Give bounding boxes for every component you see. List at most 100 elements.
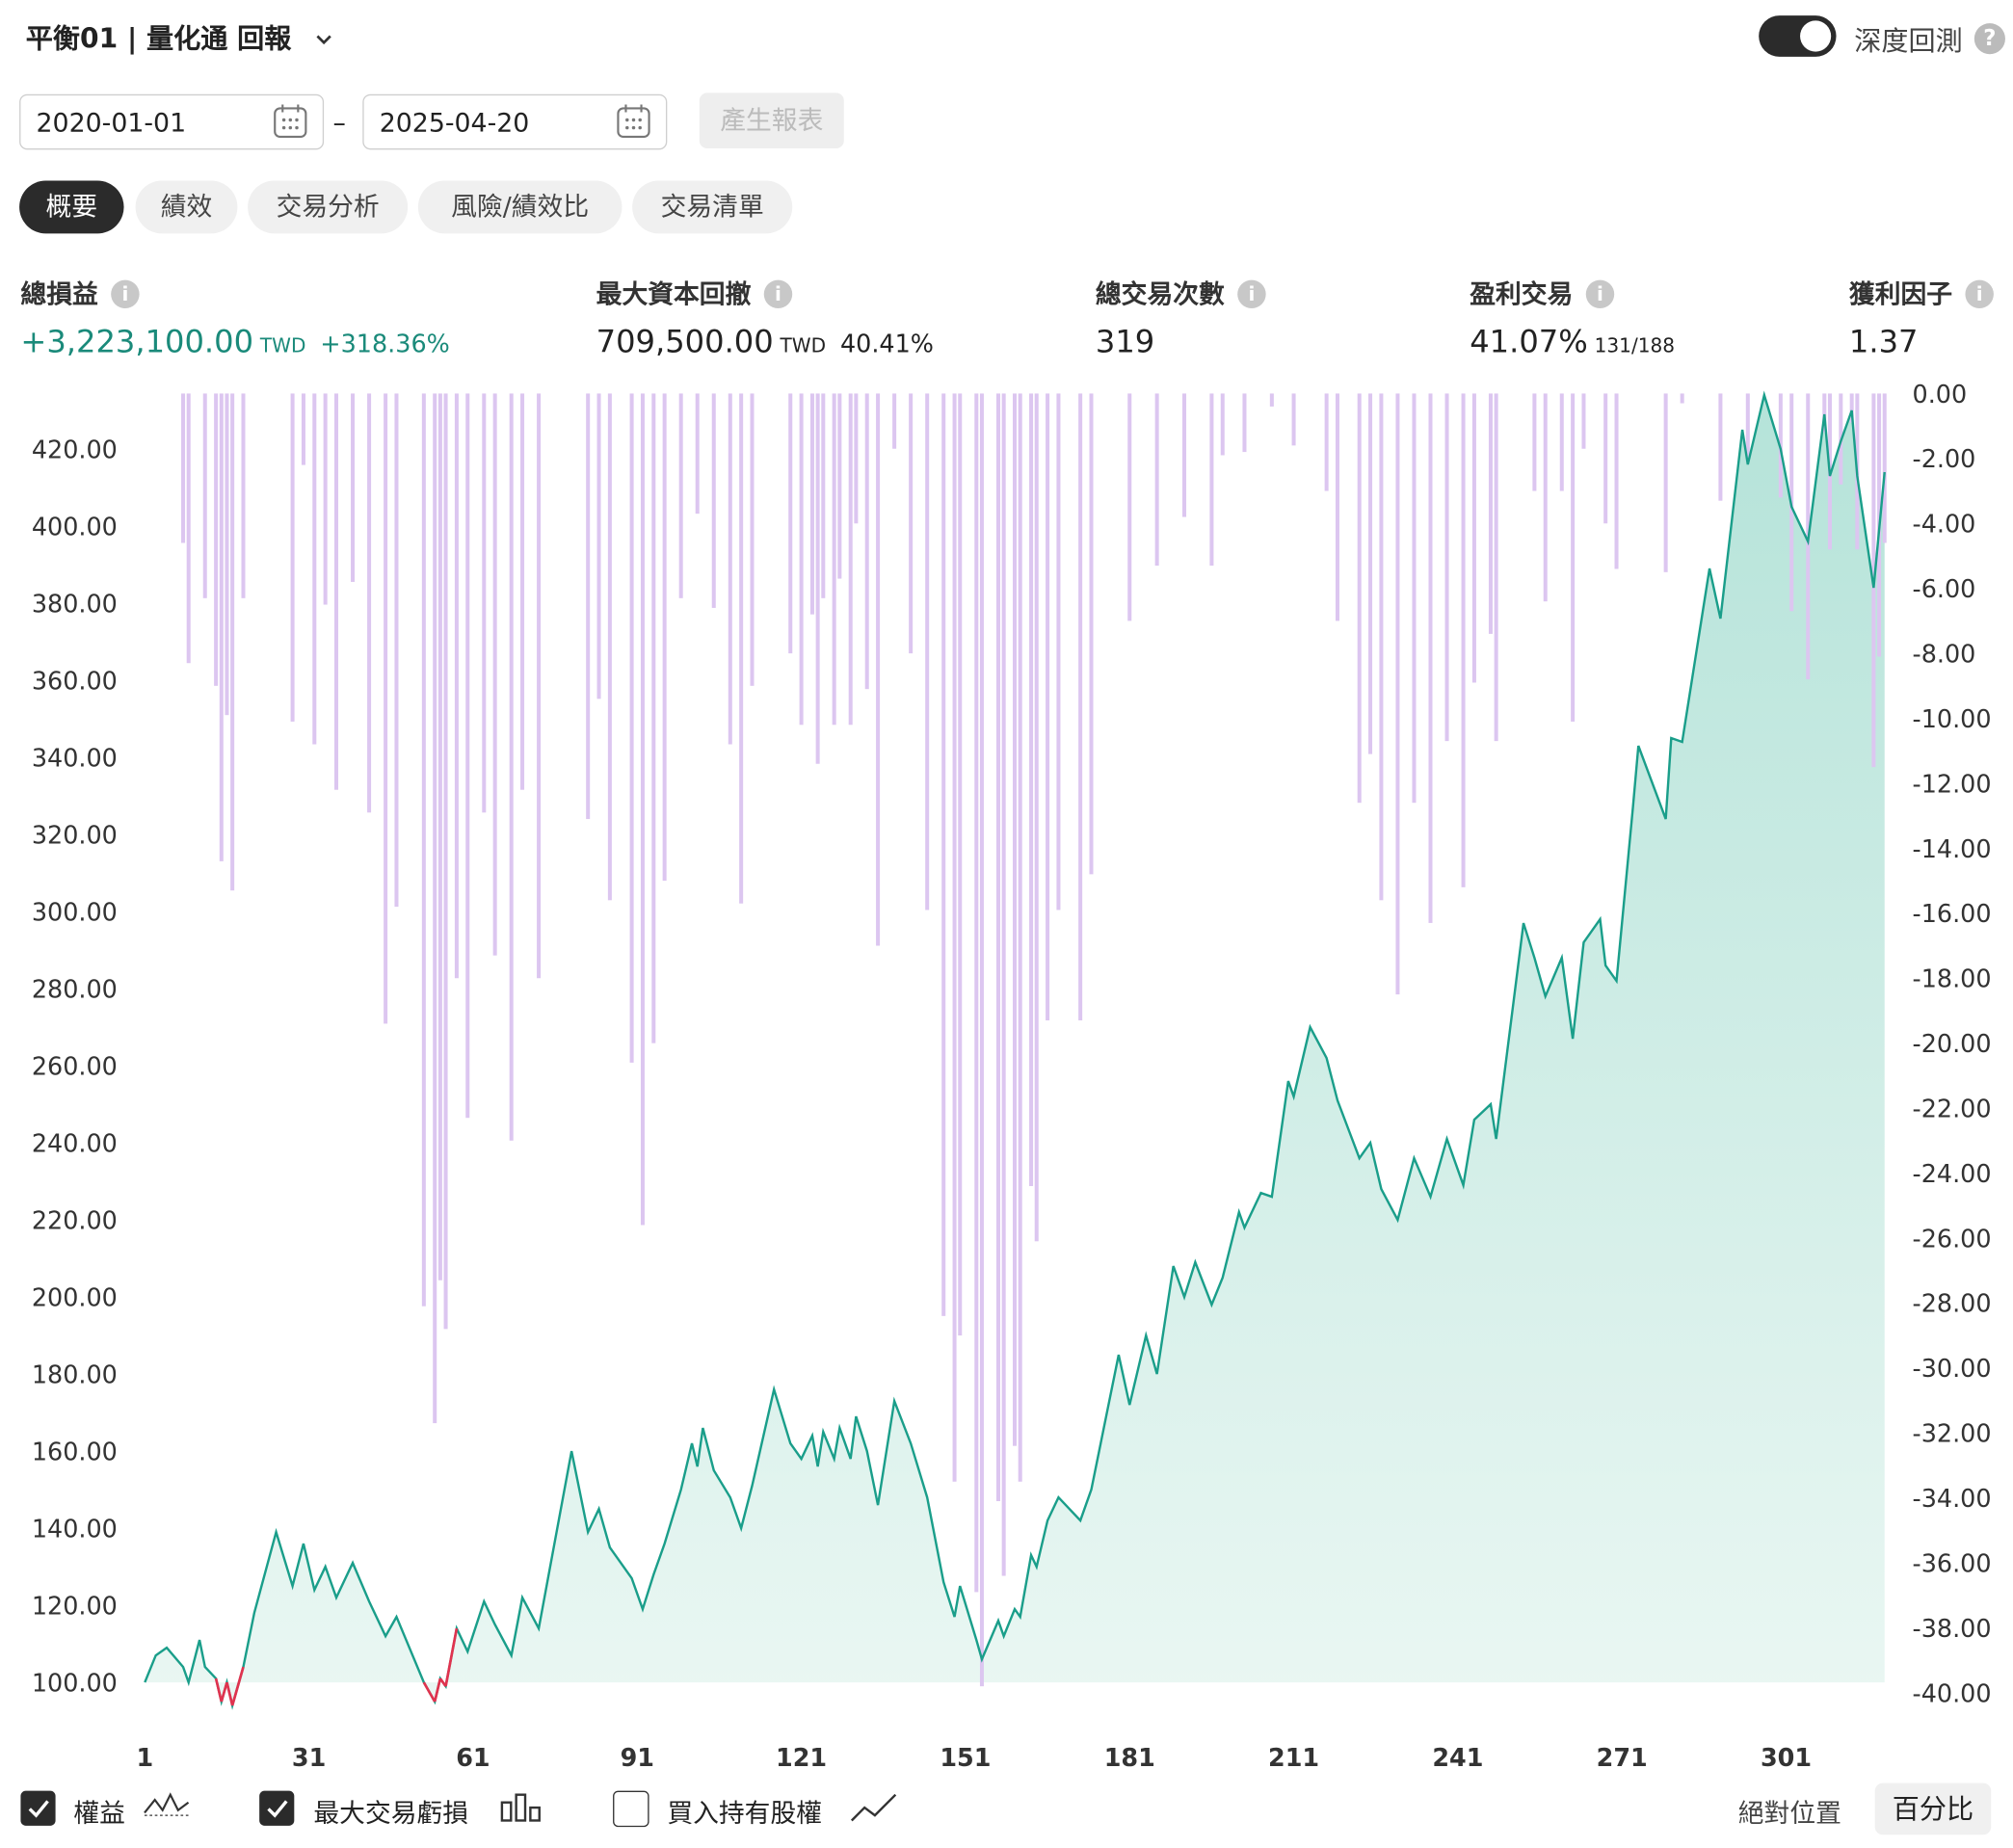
drawdown-bar xyxy=(520,393,525,790)
check-icon xyxy=(267,1800,288,1818)
info-icon[interactable]: i xyxy=(1237,279,1266,309)
x-tick-label: 151 xyxy=(940,1743,991,1772)
drawdown-bar xyxy=(225,393,229,716)
drawdown-bar xyxy=(384,393,388,1024)
drawdown-bar xyxy=(728,393,732,745)
stat-value: 709,500.00 xyxy=(596,324,774,360)
drawdown-bar xyxy=(711,393,716,608)
check-icon xyxy=(28,1800,49,1818)
drawdown-bar xyxy=(1220,393,1225,456)
negative-segment xyxy=(433,1677,442,1703)
view-mode[interactable]: 絕對位置 xyxy=(1737,1797,1841,1829)
x-tick-label: 31 xyxy=(292,1743,326,1772)
calendar-icon xyxy=(617,104,650,139)
drawdown-bar xyxy=(1018,393,1022,1482)
tab[interactable]: 風險/績效比 xyxy=(417,180,622,234)
negative-segment xyxy=(214,1677,224,1703)
drawdown-bar xyxy=(952,393,957,1482)
drawdown-bar xyxy=(186,393,191,664)
drawdown-bar xyxy=(864,393,869,690)
drawdown-bar xyxy=(596,393,601,700)
y-tick-label: 180.00 xyxy=(32,1360,118,1388)
y-tick-label: 320.00 xyxy=(32,820,118,849)
drawdown-bar xyxy=(1324,393,1329,491)
drawdown-bar xyxy=(1089,393,1094,875)
drawdown-bar xyxy=(492,393,497,956)
y2-tick-label: -14.00 xyxy=(1913,834,1992,863)
y2-tick-label: -2.00 xyxy=(1913,444,1976,473)
drawdown-bar xyxy=(367,393,372,813)
drawdown-bar xyxy=(1368,393,1373,754)
drawdown-bar xyxy=(509,393,514,1141)
tab[interactable]: 績效 xyxy=(135,180,238,234)
legend-label: 最大交易虧損 xyxy=(313,1797,469,1829)
y2-tick-label: -8.00 xyxy=(1913,639,1976,668)
y2-tick-label: -28.00 xyxy=(1913,1289,1992,1318)
drawdown-bar xyxy=(1882,393,1887,543)
y2-tick-label: 0.00 xyxy=(1913,380,1968,409)
stat-label: 最大資本回撤 xyxy=(596,278,752,310)
y-tick-label: 380.00 xyxy=(32,589,118,618)
y2-tick-label: -18.00 xyxy=(1913,964,1992,993)
checkbox[interactable] xyxy=(259,1790,295,1826)
date-separator: – xyxy=(332,107,346,139)
drawdown-bar xyxy=(678,393,683,598)
end-date-input[interactable]: 2025-04-20 xyxy=(362,93,668,150)
title-text: 平衡01 | 量化通 回報 xyxy=(25,23,292,55)
info-icon[interactable]: i xyxy=(111,279,140,309)
toggle-switch[interactable] xyxy=(1759,15,1837,57)
area-layer xyxy=(145,395,1885,1706)
drawdown-bar xyxy=(312,393,317,745)
info-icon[interactable]: i xyxy=(1965,279,1994,309)
tab[interactable]: 交易分析 xyxy=(248,180,409,234)
y2-tick-label: -36.00 xyxy=(1913,1548,1992,1577)
stat-label: 盈利交易 xyxy=(1470,278,1574,310)
toggle-knob xyxy=(1800,20,1832,52)
tab[interactable]: 概要 xyxy=(19,180,124,234)
drawdown-bar xyxy=(1822,393,1827,433)
info-icon[interactable]: i xyxy=(1585,279,1615,309)
equity-chart: 100.00 120.00 140.00 160.00 180.00 200.00 220.… xyxy=(32,380,1992,1772)
drawdown-bar xyxy=(465,393,470,1119)
y-tick-label: 400.00 xyxy=(32,512,118,541)
stat-label: 總交易次數 xyxy=(1095,278,1225,310)
drawdown-bar xyxy=(1663,393,1668,572)
drawdown-bar xyxy=(443,393,448,1330)
end-date-text: 2025-04-20 xyxy=(379,107,530,139)
y2-tick-label: -32.00 xyxy=(1913,1419,1992,1448)
drawdown-bar xyxy=(854,393,859,524)
drawdown-bar xyxy=(1034,393,1039,1242)
info-icon[interactable]: i xyxy=(763,279,793,309)
drawdown-bar xyxy=(230,393,235,891)
drawdown-bar xyxy=(695,393,700,515)
bar-icon xyxy=(500,1793,541,1822)
drawdown-bar xyxy=(1559,393,1564,491)
x-tick-label: 91 xyxy=(621,1743,654,1772)
equity-area xyxy=(145,395,1885,1706)
drawdown-bar xyxy=(750,393,755,686)
drawdown-bar xyxy=(909,393,914,654)
y-tick-label: 420.00 xyxy=(32,435,118,463)
checkbox[interactable] xyxy=(613,1790,649,1828)
y2-tick-label: -30.00 xyxy=(1913,1354,1992,1383)
start-date-text: 2020-01-01 xyxy=(36,107,187,139)
stat-value: +3,223,100.00 xyxy=(20,324,254,360)
checkbox[interactable] xyxy=(20,1790,56,1826)
report-title[interactable]: 平衡01 | 量化通 回報 xyxy=(26,18,334,57)
drawdown-bar xyxy=(202,393,207,598)
start-date-input[interactable]: 2020-01-01 xyxy=(19,93,325,150)
drawdown-bar xyxy=(837,393,842,579)
help-icon[interactable]: ? xyxy=(1973,23,2005,55)
drawdown-bar xyxy=(421,393,426,1307)
drawdown-bar xyxy=(1603,393,1608,524)
drawdown-bar xyxy=(437,393,442,1280)
chevron-icon xyxy=(316,35,331,45)
drawdown-bar xyxy=(1471,393,1476,683)
view-mode-active[interactable]: 百分比 xyxy=(1874,1782,1992,1835)
y2-tick-label: -38.00 xyxy=(1913,1614,1992,1643)
generate-button[interactable]: 產生報表 xyxy=(699,92,844,148)
drawdown-bar xyxy=(1494,393,1498,742)
tab[interactable]: 交易清單 xyxy=(632,180,793,234)
y2-tick-label: -4.00 xyxy=(1913,510,1976,539)
